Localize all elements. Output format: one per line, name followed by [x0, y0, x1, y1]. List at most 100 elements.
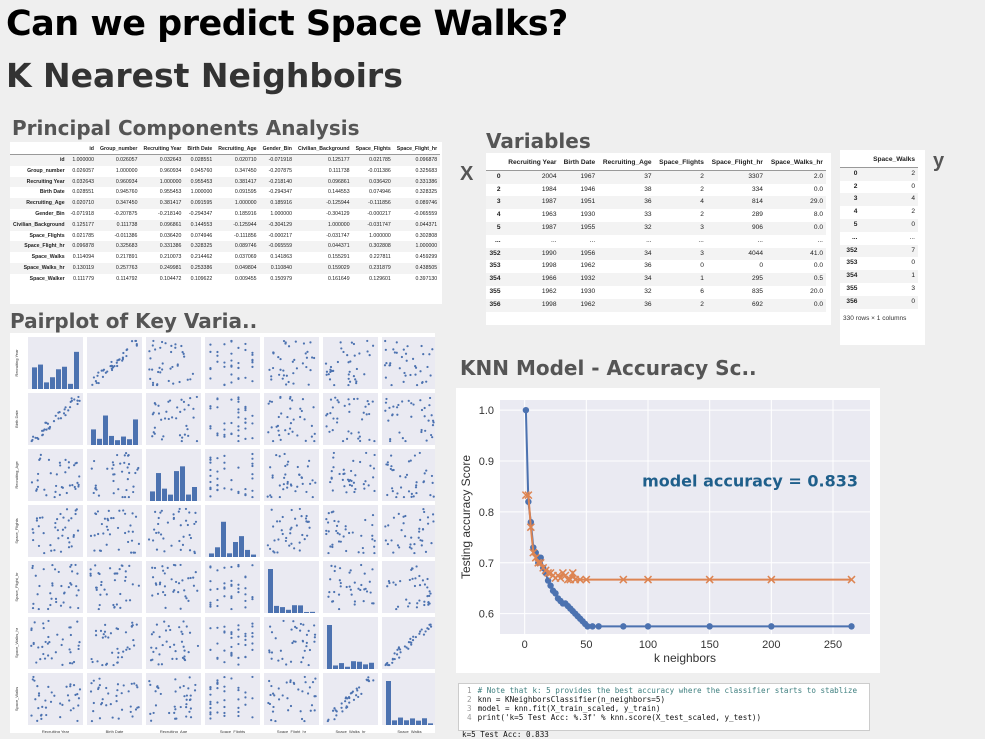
scatter-point [295, 524, 298, 527]
pca-row: Space_Walks 0.114094 0.217891 0.210073 0.214… [10, 252, 440, 263]
scatter-point [281, 515, 284, 519]
x-table-row: ..................... [486, 235, 826, 248]
scatter-point [271, 476, 274, 479]
scatter-point [372, 467, 376, 470]
scatter-point [398, 656, 401, 659]
scatter-point [400, 529, 403, 532]
pairplot-cell [28, 561, 83, 613]
histogram-bar [121, 436, 126, 445]
pairplot-cell [323, 561, 378, 613]
scatter-point [412, 635, 415, 638]
code-cell[interactable]: 1 # Note that k: 5 provides the best accu… [458, 683, 870, 731]
scatter-point [237, 583, 240, 586]
scatter-point [393, 652, 396, 655]
histogram-bar [192, 486, 197, 501]
scatter-point [159, 511, 162, 514]
scatter-point [304, 517, 308, 520]
pairplot-panel: Recruiting Year Recruiting Year Birth Date… [10, 333, 437, 734]
scatter-point [251, 598, 254, 601]
histogram-bar [174, 471, 179, 501]
scatter-point [419, 539, 422, 542]
scatter-point [244, 632, 247, 635]
scatter-point [305, 645, 308, 648]
scatter-point [299, 415, 302, 419]
scatter-point [402, 515, 405, 518]
scatter-point [337, 401, 340, 404]
scatter-point [284, 473, 287, 476]
pca-cell: 0.159029 [327, 264, 350, 271]
scatter-point [153, 432, 156, 435]
scatter-point [92, 679, 95, 682]
scatter-point [384, 409, 387, 412]
scatter-point [325, 518, 328, 521]
scatter-point [295, 626, 298, 630]
pca-cell: 0.111779 [73, 275, 94, 282]
scatter-point [93, 459, 96, 463]
scatter-point [67, 466, 70, 469]
scatter-point [94, 379, 98, 383]
scatter-point [305, 356, 309, 359]
scatter-point [77, 485, 80, 488]
scatter-point [339, 540, 342, 543]
scatter-point [309, 709, 312, 712]
scatter-point [329, 545, 332, 548]
scatter-point [153, 528, 156, 531]
scatter-point [59, 550, 63, 553]
scatter-point [58, 493, 61, 496]
pairplot-cell-bg [28, 337, 83, 389]
x-table-col-header: Birth Date [559, 157, 599, 171]
pca-cell: 0.960934 [159, 167, 182, 174]
scatter-point [304, 439, 307, 442]
x-table-cell: 1967 [580, 172, 596, 180]
scatter-point [166, 566, 169, 569]
scatter-point [73, 485, 76, 489]
x-table-cell: ... [817, 236, 824, 244]
scatter-point [209, 693, 212, 696]
pairplot-cell [323, 337, 378, 389]
scatter-point [111, 716, 114, 719]
scatter-point [357, 437, 360, 440]
scatter-point [409, 373, 412, 377]
x-marker-stroke [544, 568, 553, 577]
pca-row: Birth Date 0.028551 0.945760 0.955453 1.0000… [10, 187, 440, 198]
histogram-bar [32, 367, 37, 389]
x-table-cell: 1987 [541, 223, 557, 231]
pairplot-row-label: Space_Flights [14, 518, 19, 543]
scatter-point [209, 367, 212, 370]
scatter-point [373, 489, 376, 493]
scatter-point [164, 593, 167, 597]
scatter-point [244, 593, 247, 596]
plot-area [500, 400, 870, 634]
scatter-point [244, 696, 247, 699]
x-table-cell: 1930 [580, 211, 596, 219]
scatter-point [158, 583, 162, 586]
scatter-point [112, 463, 115, 467]
scatter-point [65, 508, 69, 511]
pca-cell: 0.438505 [415, 264, 438, 271]
pairplot-row-label: Recruiting Year [14, 349, 19, 377]
pairplot-cell [146, 673, 201, 725]
scatter-point [284, 342, 287, 345]
scatter-point [97, 381, 100, 385]
x-table-cell: 41.0 [810, 249, 823, 257]
pca-cell: 0.253386 [190, 264, 213, 271]
scatter-point [158, 635, 161, 638]
pca-col-header [10, 146, 68, 155]
scatter-point [329, 578, 332, 581]
pairplot-cell-bg [146, 617, 201, 669]
scatter-point [405, 473, 409, 476]
scatter-point [230, 339, 233, 343]
scatter-point [286, 463, 289, 466]
scatter-point [314, 695, 317, 698]
x-table-cell: 0.5 [813, 275, 823, 283]
scatter-point [188, 549, 192, 552]
x-label: X [460, 163, 474, 185]
scatter-point [415, 484, 418, 487]
scatter-point [339, 581, 342, 585]
scatter-point [230, 632, 233, 636]
scatter-point [100, 701, 104, 705]
scatter-point [399, 486, 403, 489]
scatter-point [325, 370, 329, 373]
data-point [619, 575, 628, 584]
scatter-point [363, 572, 366, 575]
